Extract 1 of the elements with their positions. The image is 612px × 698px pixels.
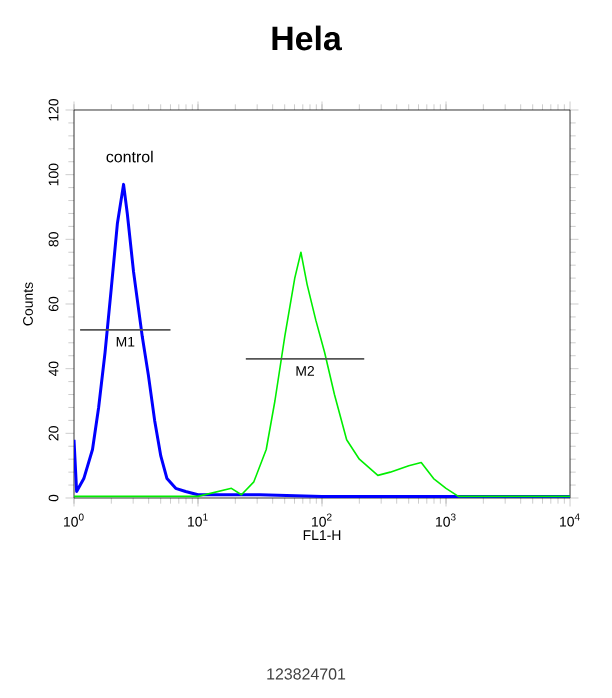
chart-title: Hela [272,25,342,51]
